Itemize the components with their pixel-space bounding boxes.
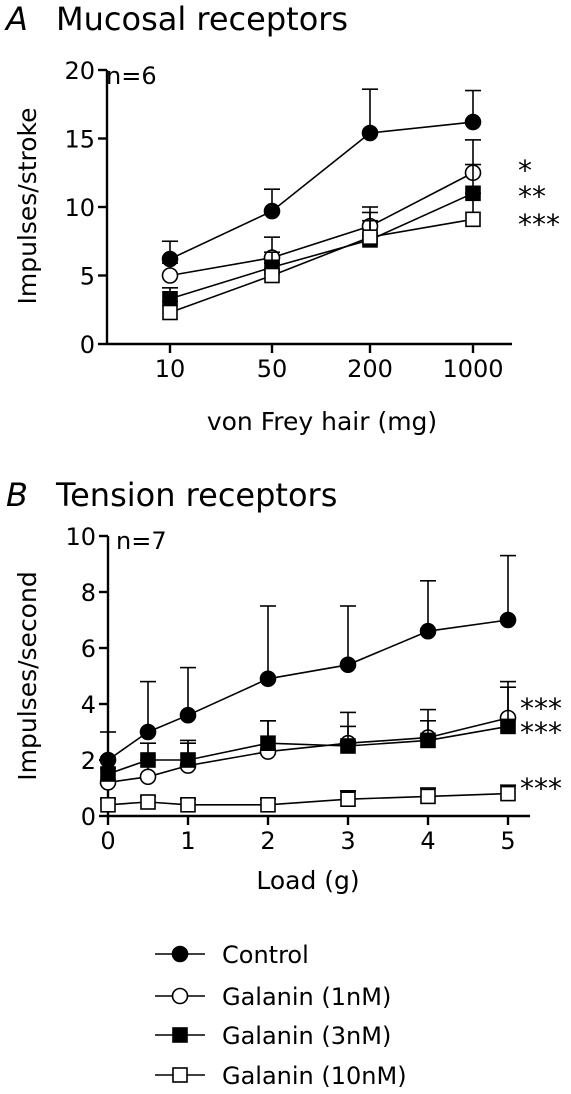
- legend: Control Galanin (1nM) Galanin (3nM) Gala…: [155, 941, 407, 1090]
- panel-b-y-tick-label: 8: [81, 579, 96, 607]
- panel-b-data-point: [260, 735, 276, 752]
- panel-b-y-tick-label: 10: [65, 523, 96, 551]
- panel-b-n-annotation: n=7: [116, 527, 167, 555]
- panel-a-x-axis-label: von Frey hair (mg): [207, 407, 437, 436]
- panel-a-data-point: [362, 229, 378, 245]
- panel-b-sig-2: ***: [520, 716, 562, 749]
- legend-marker-filled-circle: [171, 945, 189, 963]
- panel-a-letter: A: [4, 0, 28, 38]
- legend-item-galanin-3nm: Galanin (3nM): [155, 1022, 391, 1050]
- panel-b-sig-1: ***: [520, 692, 562, 725]
- panel-a-series-line: [169, 121, 474, 260]
- legend-item-control: Control: [155, 941, 309, 969]
- panel-a-series-line: [169, 192, 474, 300]
- panel-b-data-point: [100, 796, 116, 813]
- legend-item-galanin-1nm: Galanin (1nM): [155, 983, 391, 1011]
- panel-a-x-tick-label: 50: [257, 355, 288, 383]
- panel-b-data-point: [420, 732, 436, 749]
- panel-b-data-point: [139, 768, 157, 786]
- panel-a-y-tick-label: 0: [80, 331, 95, 359]
- panel-b-data-point: [419, 622, 437, 640]
- panel-a-data-point: [161, 267, 179, 284]
- panel-a-x-tick-label: 200: [347, 355, 393, 383]
- legend-label-galanin-1nm: Galanin (1nM): [222, 983, 391, 1011]
- panel-b-y-tick-label: 0: [81, 803, 96, 831]
- panel-a-series-line: [169, 172, 474, 277]
- panel-a-plot-area: 0 5 10 15 20 10 50 200 1000: [64, 57, 512, 383]
- legend-marker-filled-square: [172, 1027, 188, 1043]
- panel-b-data-point: [500, 785, 516, 802]
- panel-b-data-point: [180, 752, 196, 768]
- panel-a-title: Mucosal receptors: [56, 0, 348, 38]
- panel-b-data-point: [499, 611, 517, 629]
- panel-a-n-annotation: n=6: [106, 62, 157, 90]
- panel-a-series-3: [162, 163, 481, 307]
- panel-b-data-point: [179, 706, 197, 724]
- panel-b-x-tick-label: 5: [500, 827, 515, 855]
- panel-b-sig-3: ***: [520, 772, 562, 805]
- panel-b-data-point: [420, 788, 436, 805]
- panel-a-data-point: [464, 113, 482, 131]
- panel-b-series-line: [107, 619, 509, 761]
- panel-b-y-tick-label: 6: [81, 635, 96, 663]
- panel-a-data-point: [263, 202, 281, 220]
- panel-b-data-point: [139, 723, 157, 741]
- panel-b-data-point: [259, 670, 277, 688]
- panel-b-series-4: [100, 784, 516, 813]
- legend-label-galanin-10nm: Galanin (10nM): [222, 1062, 407, 1090]
- panel-a-series-line: [169, 218, 474, 314]
- panel-b-y-tick-label: 4: [81, 691, 96, 719]
- panel-b-x-tick-label: 1: [180, 827, 195, 855]
- panel-a-y-tick-label: 15: [64, 126, 95, 154]
- panel-a-data-point: [361, 124, 379, 142]
- panel-b: B Tension receptors n=7 Load (g) Impulse…: [6, 476, 562, 895]
- legend-label-control: Control: [222, 941, 309, 969]
- panel-b-x-tick-label: 4: [420, 827, 435, 855]
- panel-b-data-point: [340, 791, 356, 808]
- panel-b-data-point: [140, 752, 156, 768]
- panel-a-x-tick-label: 10: [155, 355, 186, 383]
- panel-a-y-tick-label: 10: [64, 194, 95, 222]
- panel-b-x-axis-label: Load (g): [256, 866, 359, 895]
- panel-b-x-tick-label: 3: [340, 827, 355, 855]
- panel-b-data-point: [339, 656, 357, 674]
- legend-item-galanin-10nm: Galanin (10nM): [155, 1062, 407, 1090]
- legend-marker-open-circle: [171, 987, 189, 1005]
- panel-a-data-point: [465, 211, 481, 228]
- panel-a-data-point: [264, 267, 280, 284]
- panel-b-series-3: [100, 686, 516, 782]
- panel-b-letter: B: [6, 476, 28, 514]
- panel-b-plot-area: 0 2 4 6 8 10 0 1 2 3 4 5: [65, 523, 530, 855]
- panel-b-series-line: [107, 725, 509, 775]
- panel-b-data-point: [500, 718, 516, 735]
- panel-b-x-tick-label: 2: [260, 827, 275, 855]
- panel-a-sig-1: *: [518, 154, 532, 187]
- legend-marker-open-square: [172, 1067, 188, 1083]
- panel-b-data-point: [140, 794, 156, 810]
- panel-a-series-4: [162, 192, 481, 321]
- panel-b-data-point: [340, 738, 356, 754]
- panel-a-y-tick-label: 5: [80, 263, 95, 291]
- panel-b-data-point: [260, 796, 276, 813]
- panel-b-series-line: [107, 717, 509, 784]
- panel-a-x-tick-label: 1000: [442, 355, 503, 383]
- panel-b-data-point: [180, 796, 196, 813]
- panel-b-series-line: [107, 792, 509, 806]
- panel-b-x-tick-label: 0: [100, 827, 115, 855]
- panel-a-sig-2: **: [518, 180, 546, 213]
- panel-a-sig-3: ***: [518, 208, 560, 241]
- panel-b-data-point: [100, 766, 116, 782]
- panel-a: A Mucosal receptors n=6 von Frey hair (m…: [4, 0, 560, 436]
- panel-a-series-1: [161, 88, 482, 268]
- panel-b-title: Tension receptors: [55, 476, 337, 514]
- panel-a-y-axis-label: Impulses/stroke: [13, 107, 42, 304]
- legend-label-galanin-3nm: Galanin (3nM): [222, 1022, 391, 1050]
- panel-b-series-1: [99, 554, 517, 769]
- panel-a-y-tick-label: 20: [64, 57, 95, 85]
- panel-b-y-tick-label: 2: [81, 747, 96, 775]
- panel-a-data-point: [162, 304, 178, 321]
- panel-b-y-axis-label: Impulses/second: [13, 571, 42, 780]
